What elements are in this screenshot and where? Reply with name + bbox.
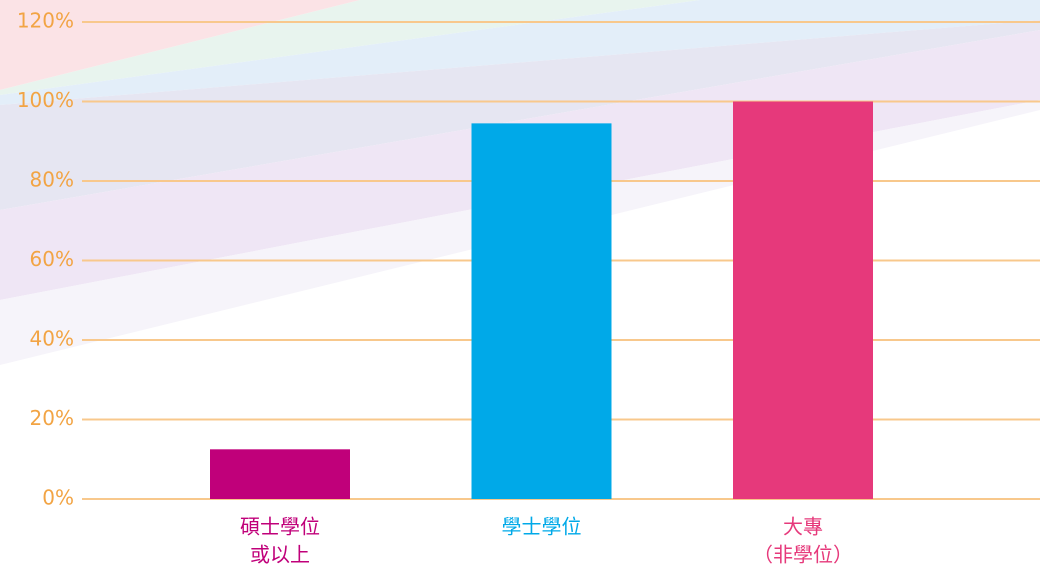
y-tick-label: 20% (30, 406, 74, 430)
x-tick-label: 學士學位 (502, 515, 582, 539)
y-tick-label: 40% (30, 327, 74, 351)
x-tick-label: （非學位） (753, 543, 853, 567)
y-tick-label: 120% (17, 9, 74, 33)
y-tick-label: 80% (30, 168, 74, 192)
bar (733, 101, 873, 499)
bar (210, 449, 350, 499)
x-tick-label: 大專 (783, 515, 823, 539)
y-tick-label: 0% (42, 486, 74, 510)
y-tick-label: 60% (30, 247, 74, 271)
x-tick-label: 碩士學位 (240, 515, 320, 539)
bar (471, 123, 612, 500)
y-tick-label: 100% (17, 88, 74, 112)
x-tick-label: 或以上 (250, 543, 310, 567)
